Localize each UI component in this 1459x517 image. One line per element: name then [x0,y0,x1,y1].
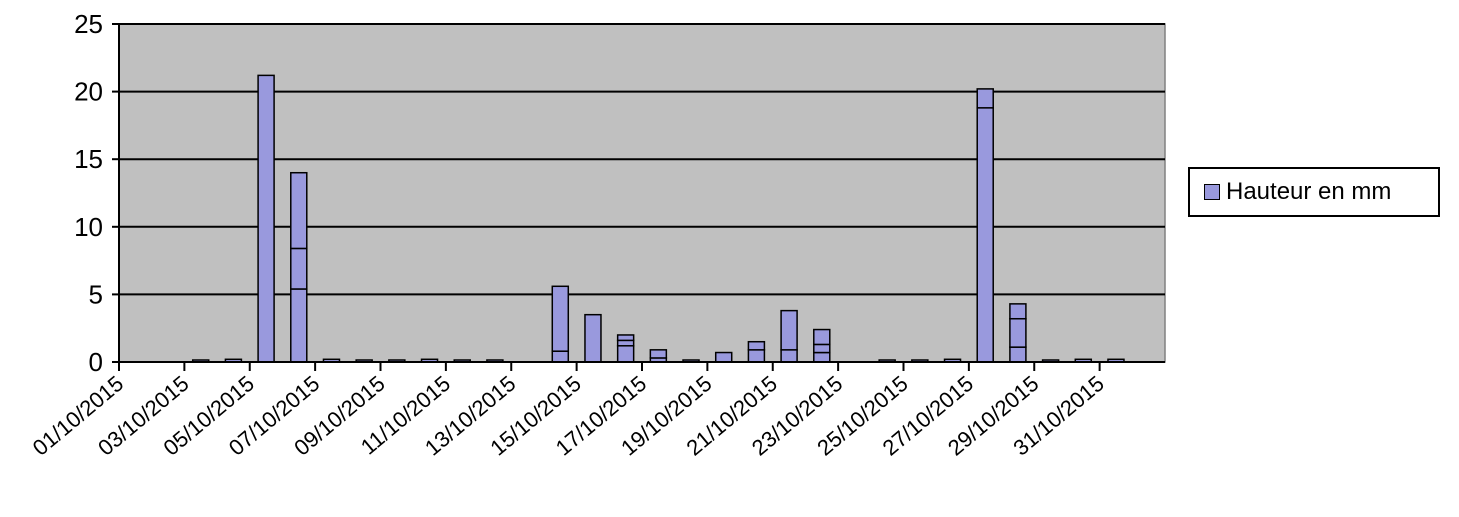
bar-22-10-2015-seg1 [813,343,831,354]
bar-28-10-2015-seg2 [1009,303,1027,320]
bar-20-10-2015-seg1 [747,340,766,351]
bar-21-10-2015-seg0 [780,349,798,363]
legend: Hauteur en mm [1188,167,1440,217]
bar-22-10-2015-seg2 [813,328,831,346]
bar-17-10-2015-seg1 [649,349,668,359]
bar-05-10-2015-seg0 [257,74,275,363]
bar-28-10-2015-seg0 [1009,346,1027,363]
bar-28-10-2015-seg1 [1009,317,1027,348]
y-tick-label: 5 [89,279,103,309]
bar-22-10-2015-seg0 [813,351,831,363]
bar-14-10-2015-seg1 [551,285,570,352]
bar-16-10-2015-seg2 [616,334,635,342]
bar-06-10-2015-seg0 [290,288,308,363]
bar-19-10-2015-seg0 [714,351,733,363]
plot-background [118,23,1166,363]
bar-16-10-2015-seg1 [616,339,635,347]
bar-16-10-2015-seg0 [616,345,635,363]
bar-20-10-2015-seg0 [747,349,766,363]
y-tick-label: 0 [89,347,103,377]
y-tick-label: 20 [74,77,103,107]
bar-06-10-2015-seg2 [290,171,308,250]
y-tick-label: 15 [74,144,103,174]
bar-21-10-2015-seg1 [780,309,798,351]
y-tick-label: 10 [74,212,103,242]
legend-swatch [1204,184,1220,200]
y-tick-label: 25 [74,9,103,39]
legend-label: Hauteur en mm [1226,178,1392,205]
bar-14-10-2015-seg0 [551,350,570,363]
plot-area [118,23,1166,363]
bar-27-10-2015-seg0 [976,107,994,363]
bar-15-10-2015-seg0 [584,313,602,363]
bar-27-10-2015-seg1 [976,88,994,109]
bar-06-10-2015-seg1 [290,247,308,290]
